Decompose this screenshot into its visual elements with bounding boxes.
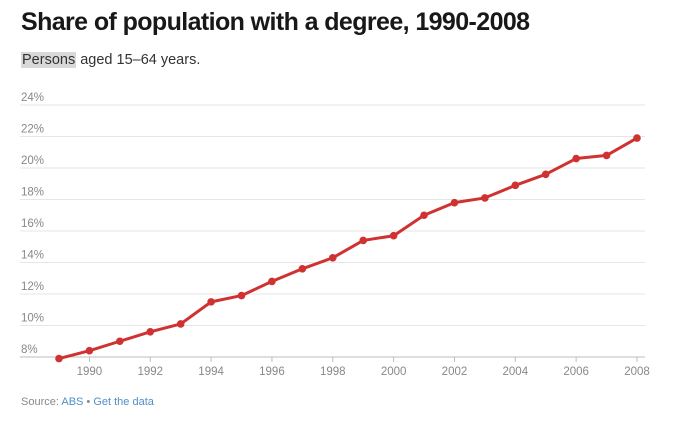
- data-point[interactable]: [602, 151, 611, 160]
- get-the-data-link[interactable]: Get the data: [93, 396, 154, 408]
- y-tick-label: 16%: [21, 218, 44, 230]
- data-point[interactable]: [116, 337, 124, 346]
- data-point[interactable]: [511, 181, 520, 190]
- x-tick-label: 1992: [137, 366, 163, 378]
- x-tick-label: 1996: [259, 366, 285, 378]
- x-tick-label: 2006: [563, 366, 589, 378]
- data-point[interactable]: [481, 194, 489, 202]
- data-point[interactable]: [572, 154, 580, 163]
- x-tick-label: 1998: [320, 366, 346, 378]
- data-point[interactable]: [176, 320, 185, 328]
- data-point[interactable]: [268, 277, 276, 286]
- data-point[interactable]: [450, 198, 459, 207]
- data-point[interactable]: [328, 253, 337, 262]
- x-tick-labels: 1990 1992 1994 1996 1998 2000 2002 2004 2006 2008: [77, 366, 650, 378]
- data-point[interactable]: [298, 265, 307, 273]
- x-tick-label: 2008: [624, 366, 650, 378]
- y-tick-label: 22%: [21, 124, 44, 136]
- source-prefix: Source:: [21, 396, 62, 408]
- y-tick-label: 24%: [21, 92, 44, 104]
- data-point[interactable]: [146, 328, 155, 336]
- data-point[interactable]: [541, 170, 550, 179]
- footer-separator: •: [83, 396, 94, 408]
- data-points: [55, 134, 641, 363]
- subtitle-text: aged 15–64 years.: [76, 52, 201, 68]
- chart-title: Share of population with a degree, 1990-…: [21, 8, 530, 36]
- grid-lines: [20, 104, 645, 326]
- series-line: [57, 136, 639, 361]
- y-tick-label: 14%: [21, 250, 44, 262]
- footer: Source: ABS • Get the data: [21, 396, 154, 408]
- y-tick-label: 8%: [21, 344, 38, 356]
- y-tick-label: 18%: [21, 187, 44, 199]
- data-point[interactable]: [359, 236, 368, 245]
- data-point[interactable]: [237, 291, 246, 300]
- data-point[interactable]: [55, 354, 63, 363]
- source-link[interactable]: ABS: [61, 396, 84, 408]
- data-point[interactable]: [633, 134, 641, 142]
- x-tick-label: 2000: [381, 366, 407, 378]
- axes: [20, 356, 645, 362]
- y-tick-label: 20%: [21, 155, 44, 167]
- x-tick-label: 1990: [77, 366, 103, 378]
- data-point[interactable]: [207, 298, 215, 306]
- data-point[interactable]: [389, 231, 398, 240]
- subtitle-highlight[interactable]: Persons: [21, 52, 77, 68]
- data-point[interactable]: [420, 211, 428, 220]
- chart-subtitle: Persons aged 15–64 years.: [21, 52, 200, 68]
- series: [57, 136, 639, 361]
- y-tick-labels: 8% 10% 12% 14% 16% 18% 20% 22% 24%: [21, 92, 44, 356]
- x-tick-label: 2002: [442, 366, 468, 378]
- data-point[interactable]: [85, 346, 94, 355]
- x-tick-label: 1994: [198, 366, 224, 378]
- x-tick-label: 2004: [503, 366, 529, 378]
- y-tick-label: 10%: [21, 313, 44, 325]
- y-tick-label: 12%: [21, 281, 44, 293]
